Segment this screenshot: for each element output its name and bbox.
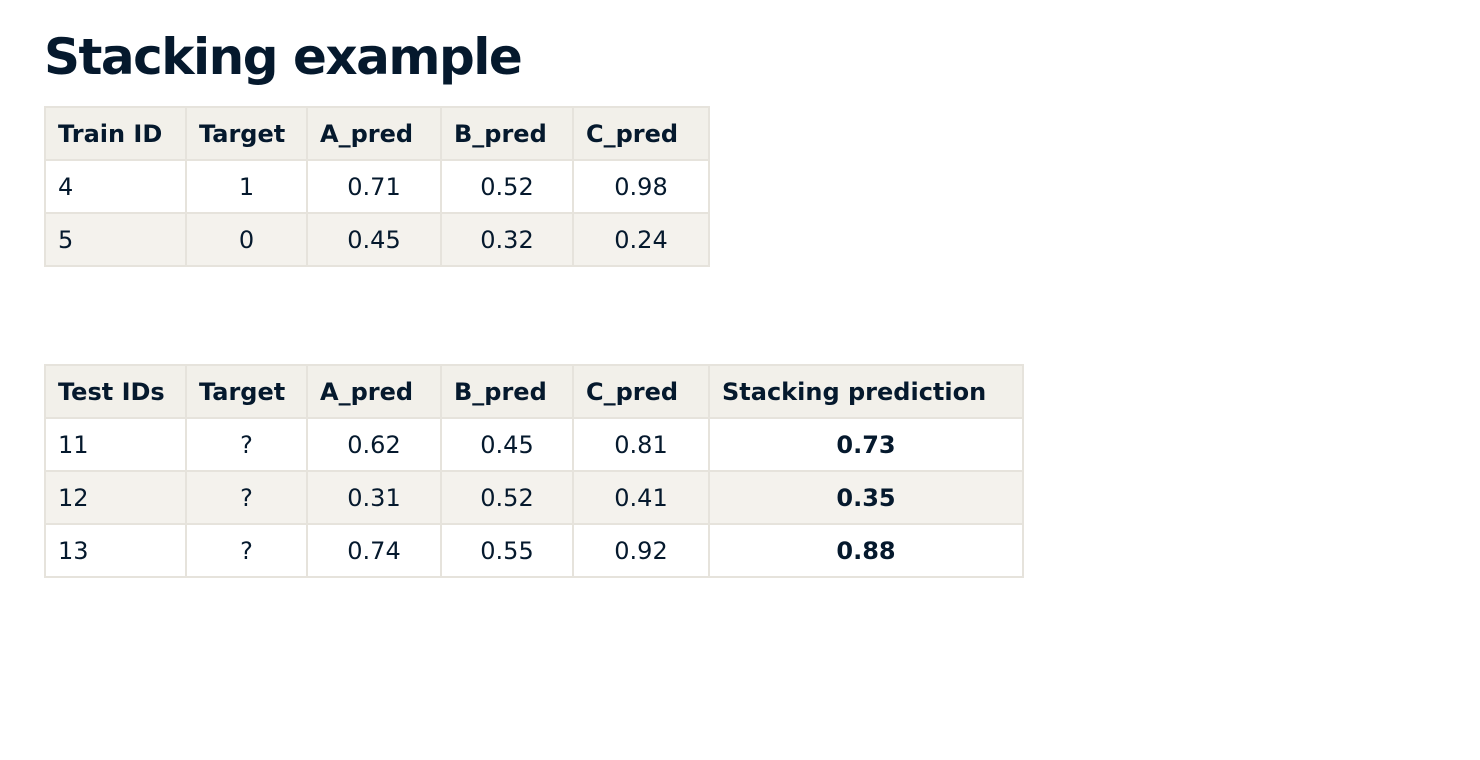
a-pred-cell: 0.71	[306, 159, 442, 214]
test-id-cell: 11	[44, 417, 187, 472]
a-pred-cell: 0.62	[306, 417, 442, 472]
b-pred-cell: 0.52	[440, 470, 574, 525]
target-cell: ?	[185, 523, 308, 578]
train-table: Train ID Target A_pred B_pred C_pred 4 1…	[44, 106, 710, 267]
table-header-row: Test IDs Target A_pred B_pred C_pred Sta…	[44, 364, 1024, 419]
target-cell: ?	[185, 470, 308, 525]
table-row: 11 ? 0.62 0.45 0.81 0.73	[44, 417, 1024, 472]
page-title: Stacking example	[44, 28, 523, 86]
table-row: 4 1 0.71 0.52 0.98	[44, 159, 710, 214]
c-pred-cell: 0.41	[572, 470, 710, 525]
target-cell: ?	[185, 417, 308, 472]
table-row: 13 ? 0.74 0.55 0.92 0.88	[44, 523, 1024, 578]
header-train-id: Train ID	[44, 106, 187, 161]
stacking-prediction-cell: 0.73	[708, 417, 1024, 472]
a-pred-cell: 0.74	[306, 523, 442, 578]
a-pred-cell: 0.45	[306, 212, 442, 267]
header-a-pred: A_pred	[306, 106, 442, 161]
table-header-row: Train ID Target A_pred B_pred C_pred	[44, 106, 710, 161]
c-pred-cell: 0.24	[572, 212, 710, 267]
target-cell: 1	[185, 159, 308, 214]
table-row: 5 0 0.45 0.32 0.24	[44, 212, 710, 267]
header-stacking-prediction: Stacking prediction	[708, 364, 1024, 419]
train-id-cell: 4	[44, 159, 187, 214]
train-id-cell: 5	[44, 212, 187, 267]
target-cell: 0	[185, 212, 308, 267]
header-c-pred: C_pred	[572, 364, 710, 419]
header-b-pred: B_pred	[440, 106, 574, 161]
header-c-pred: C_pred	[572, 106, 710, 161]
header-a-pred: A_pred	[306, 364, 442, 419]
header-test-ids: Test IDs	[44, 364, 187, 419]
table-row: 12 ? 0.31 0.52 0.41 0.35	[44, 470, 1024, 525]
b-pred-cell: 0.55	[440, 523, 574, 578]
stacking-prediction-cell: 0.35	[708, 470, 1024, 525]
b-pred-cell: 0.52	[440, 159, 574, 214]
b-pred-cell: 0.32	[440, 212, 574, 267]
test-table: Test IDs Target A_pred B_pred C_pred Sta…	[44, 364, 1024, 578]
a-pred-cell: 0.31	[306, 470, 442, 525]
header-b-pred: B_pred	[440, 364, 574, 419]
b-pred-cell: 0.45	[440, 417, 574, 472]
header-target: Target	[185, 364, 308, 419]
c-pred-cell: 0.81	[572, 417, 710, 472]
c-pred-cell: 0.98	[572, 159, 710, 214]
header-target: Target	[185, 106, 308, 161]
stacking-prediction-cell: 0.88	[708, 523, 1024, 578]
test-id-cell: 13	[44, 523, 187, 578]
c-pred-cell: 0.92	[572, 523, 710, 578]
test-id-cell: 12	[44, 470, 187, 525]
